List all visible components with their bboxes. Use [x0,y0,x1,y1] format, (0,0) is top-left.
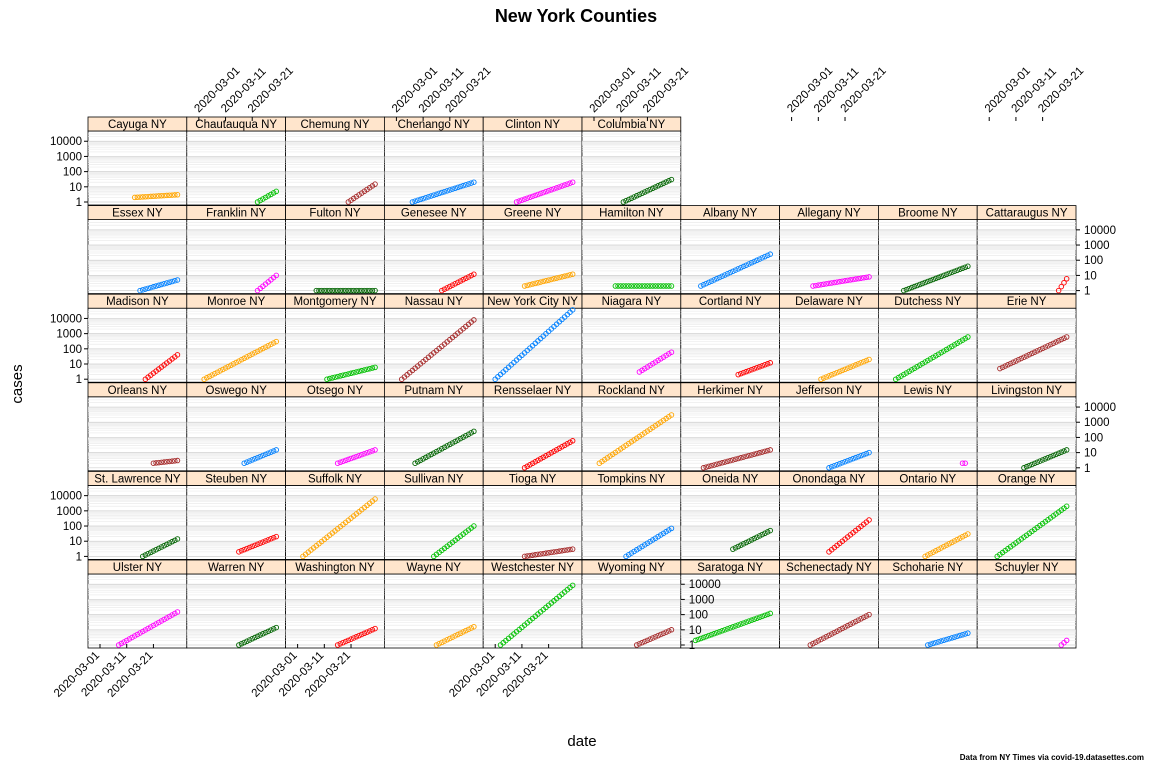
y-tick-label: 1000 [689,594,715,606]
strip-label: Oswego NY [206,385,268,397]
strip-label: Albany NY [703,208,758,220]
y-tick-label: 10000 [689,579,721,591]
y-tick-label: 1000 [56,329,82,341]
strip-label: Broome NY [898,208,958,220]
y-tick-label: 10 [1084,448,1097,460]
y-tick-label: 1 [76,374,82,386]
strip-label: Chemung NY [300,119,369,131]
strip-label: Essex NY [112,208,163,220]
strip-label: Suffolk NY [308,473,362,485]
strip-label: Wyoming NY [598,562,665,574]
y-tick-label: 1 [76,551,82,563]
strip-label: Monroe NY [207,296,265,308]
strip-label: Madison NY [106,296,169,308]
strip-label: Hamilton NY [599,208,664,220]
strip-label: Rensselaer NY [494,385,572,397]
strip-label: Oneida NY [702,473,759,485]
strip-label: Putnam NY [404,385,463,397]
strip-label: Saratoga NY [697,562,763,574]
y-tick-label: 10000 [1084,225,1116,237]
strip-label: Cortland NY [699,296,762,308]
y-tick-label: 1 [1084,286,1090,298]
strip-label: Westchester NY [491,562,574,574]
y-tick-label: 100 [63,521,82,533]
y-tick-label: 1 [689,640,695,652]
strip-label: Genesee NY [401,208,467,220]
strip-label: Wayne NY [407,562,462,574]
strip-label: Steuben NY [205,473,267,485]
y-tick-label: 1000 [56,506,82,518]
strip-label: Livingston NY [991,385,1062,397]
data-source-note: Data from NY Times via covid-19.datasett… [960,753,1144,762]
y-tick-label: 1000 [56,151,82,163]
strip-label: Fulton NY [309,208,360,220]
strip-label: Columbia NY [598,119,666,131]
strip-label: Lewis NY [904,385,953,397]
strip-label: Orange NY [998,473,1056,485]
strip-label: Greene NY [504,208,562,220]
y-tick-label: 100 [689,610,708,622]
y-tick-label: 10000 [50,491,82,503]
strip-label: Schoharie NY [892,562,963,574]
strip-label: Dutchess NY [894,296,961,308]
strip-label: Ulster NY [113,562,163,574]
strip-label: Cattaraugus NY [986,208,1068,220]
strip-label: Schuyler NY [995,562,1059,574]
strip-label: Montgomery NY [293,296,376,308]
strip-label: Washington NY [295,562,375,574]
strip-label: Herkimer NY [697,385,763,397]
y-tick-label: 1000 [1084,240,1110,252]
strip-label: Chautauqua NY [195,119,277,131]
strip-label: Erie NY [1007,296,1047,308]
y-tick-label: 100 [63,344,82,356]
strip-label: Niagara NY [602,296,662,308]
y-axis-label: cases [9,364,26,403]
strip-label: Chenango NY [398,119,471,131]
y-tick-label: 1 [76,197,82,209]
strip-label: Warren NY [208,562,265,574]
y-tick-label: 100 [1084,432,1103,444]
strip-label: Ontario NY [899,473,956,485]
y-tick-label: 10 [69,182,82,194]
y-tick-label: 1000 [1084,417,1110,429]
strip-label: Jefferson NY [796,385,863,397]
strip-label: Onondaga NY [793,473,866,485]
y-tick-label: 10 [69,359,82,371]
strip-label: St. Lawrence NY [94,473,181,485]
y-tick-label: 10000 [50,313,82,325]
strip-label: New York City NY [487,296,578,308]
y-tick-label: 10000 [50,136,82,148]
strip-label: Tompkins NY [598,473,666,485]
y-tick-label: 100 [63,167,82,179]
y-tick-label: 1 [1084,463,1090,475]
strip-label: Allegany NY [797,208,861,220]
x-axis-label: date [567,733,596,750]
y-tick-label: 10 [1084,270,1097,282]
y-tick-label: 10000 [1084,402,1116,414]
strip-label: Nassau NY [405,296,463,308]
strip-label: Schenectady NY [786,562,872,574]
y-tick-label: 10 [69,536,82,548]
strip-label: Orleans NY [108,385,168,397]
strip-label: Delaware NY [795,296,863,308]
strip-label: Clinton NY [505,119,560,131]
strip-label: Sullivan NY [404,473,464,485]
y-tick-label: 100 [1084,255,1103,267]
strip-label: Rockland NY [598,385,665,397]
strip-label: Tioga NY [509,473,557,485]
strip-label: Cayuga NY [108,119,167,131]
y-tick-label: 10 [689,625,702,637]
strip-label: Franklin NY [206,208,266,220]
strip-label: Otsego NY [307,385,364,397]
